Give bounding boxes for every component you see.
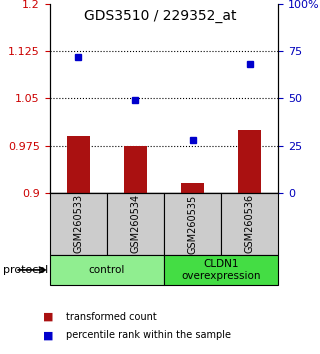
Text: GSM260534: GSM260534 xyxy=(131,194,140,253)
Text: GSM260536: GSM260536 xyxy=(245,194,255,253)
Bar xyxy=(124,145,147,193)
Bar xyxy=(181,183,204,193)
Bar xyxy=(50,193,107,255)
Text: transformed count: transformed count xyxy=(66,312,156,322)
Text: protocol: protocol xyxy=(3,265,48,275)
Text: ■: ■ xyxy=(43,312,54,322)
Bar xyxy=(164,255,278,285)
Bar xyxy=(67,136,90,193)
Text: control: control xyxy=(89,265,125,275)
Text: GSM260533: GSM260533 xyxy=(73,194,83,253)
Text: percentile rank within the sample: percentile rank within the sample xyxy=(66,330,231,340)
Bar xyxy=(107,193,164,255)
Text: CLDN1
overexpression: CLDN1 overexpression xyxy=(181,259,261,281)
Bar xyxy=(50,255,164,285)
Text: GDS3510 / 229352_at: GDS3510 / 229352_at xyxy=(84,9,236,23)
Bar xyxy=(164,193,221,255)
Bar xyxy=(221,193,278,255)
Text: GSM260535: GSM260535 xyxy=(188,194,198,253)
Bar xyxy=(238,130,261,193)
Text: ■: ■ xyxy=(43,330,54,340)
